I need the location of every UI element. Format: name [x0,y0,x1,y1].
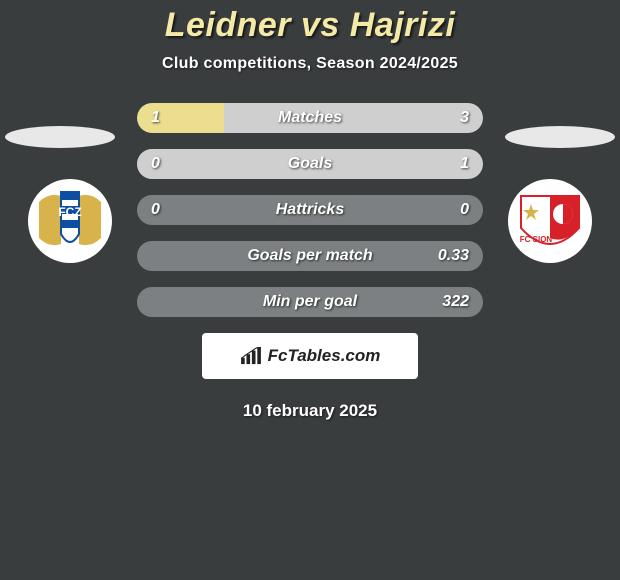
svg-text:FCZ: FCZ [58,205,81,219]
stat-label: Min per goal [137,287,483,317]
brand-text: FcTables.com [268,346,381,366]
stats-container: 13Matches 01Goals 00Hattricks 0.33Goals per… [137,103,483,317]
date-text: 10 february 2025 [0,401,620,421]
brand-box[interactable]: FcTables.com [202,333,418,379]
stat-row: 322Min per goal [137,287,483,317]
player1-silhouette [5,126,115,148]
stat-label: Hattricks [137,195,483,225]
fcz-badge-icon: FCZ [21,178,119,264]
club-badge-left: FCZ [21,178,119,264]
stat-row: 00Hattricks [137,195,483,225]
stat-row: 0.33Goals per match [137,241,483,271]
player2-name: Hajrizi [350,6,456,44]
stat-label: Goals per match [137,241,483,271]
stat-label: Matches [137,103,483,133]
sion-badge-icon: FC SION [501,178,599,264]
player2-silhouette [505,126,615,148]
stat-row: 01Goals [137,149,483,179]
stat-label: Goals [137,149,483,179]
club-badge-right: FC SION [501,178,599,264]
subtitle: Club competitions, Season 2024/2025 [0,55,620,73]
stat-row: 13Matches [137,103,483,133]
comparison-title: Leidner vs Hajrizi [0,6,620,45]
bar-chart-icon [240,347,262,365]
svg-text:FC SION: FC SION [520,235,553,244]
vs-text: vs [301,6,340,44]
player1-name: Leidner [165,6,291,44]
